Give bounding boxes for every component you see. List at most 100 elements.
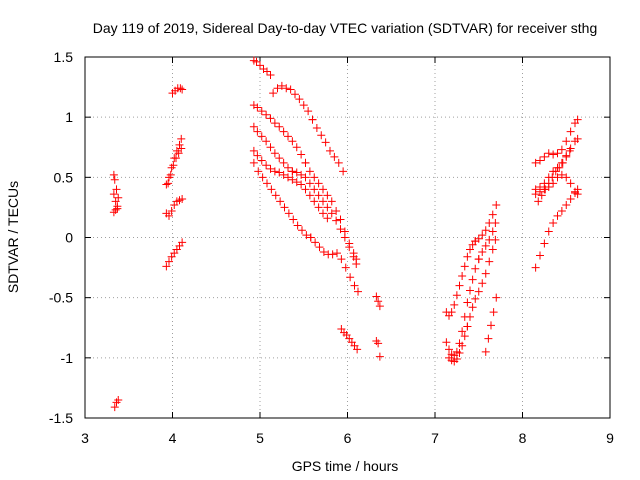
data-point — [284, 209, 293, 218]
data-point — [471, 264, 480, 273]
data-series — [162, 194, 187, 220]
data-point — [573, 185, 582, 194]
data-point — [557, 145, 566, 154]
data-point — [466, 245, 474, 254]
data-point — [549, 150, 558, 159]
data-series — [249, 56, 275, 80]
data-point — [254, 167, 263, 176]
data-point — [481, 269, 490, 278]
data-point — [536, 156, 544, 165]
data-point — [548, 173, 557, 182]
data-point — [455, 281, 464, 290]
y-tick-label: 1.5 — [54, 49, 74, 65]
data-point — [276, 197, 285, 206]
data-point — [341, 263, 350, 272]
data-point — [279, 158, 288, 167]
data-point — [458, 341, 467, 350]
data-point — [162, 262, 171, 271]
data-point — [310, 185, 319, 194]
data-point — [336, 225, 345, 234]
data-point — [531, 263, 540, 272]
data-point — [488, 245, 497, 254]
data-point — [174, 149, 183, 158]
data-point — [460, 262, 469, 271]
data-series — [110, 395, 123, 412]
data-point — [275, 122, 284, 131]
data-point — [536, 187, 544, 196]
data-point — [178, 238, 187, 247]
data-point — [474, 234, 483, 243]
data-point — [455, 349, 464, 358]
data-series — [109, 170, 123, 202]
data-point — [277, 81, 286, 90]
data-point — [319, 197, 327, 206]
data-point — [327, 209, 336, 218]
data-point — [531, 158, 540, 167]
data-point — [566, 194, 575, 203]
data-point — [275, 154, 284, 163]
data-series — [249, 146, 332, 223]
data-series — [168, 84, 187, 98]
data-point — [452, 355, 461, 364]
data-series — [308, 115, 348, 176]
x-tick-label: 9 — [606, 430, 614, 446]
data-point — [167, 207, 176, 216]
data-point — [263, 67, 271, 76]
data-point — [299, 101, 308, 110]
data-point — [110, 403, 119, 412]
data-point — [558, 158, 567, 167]
data-series — [531, 115, 582, 167]
data-point — [372, 292, 381, 301]
data-point — [573, 115, 582, 124]
data-point — [292, 143, 301, 152]
data-point — [165, 257, 173, 266]
data-point — [298, 226, 306, 235]
data-point — [447, 308, 456, 317]
data-point — [323, 214, 332, 223]
data-point — [253, 127, 262, 136]
data-series — [162, 238, 187, 271]
data-point — [491, 219, 500, 228]
data-point — [308, 115, 317, 124]
data-point — [478, 279, 487, 288]
data-point — [557, 170, 566, 179]
x-tick-label: 3 — [81, 430, 89, 446]
data-point — [289, 215, 298, 224]
data-point — [166, 170, 175, 179]
data-point — [270, 119, 279, 128]
data-point — [314, 191, 323, 200]
data-point — [312, 123, 321, 132]
data-point — [350, 281, 359, 290]
data-point — [566, 179, 575, 188]
data-point — [334, 158, 343, 167]
data-point — [450, 300, 459, 309]
data-point — [319, 209, 327, 218]
data-point — [551, 167, 560, 176]
data-point — [478, 231, 487, 240]
y-tick-label: 0.5 — [54, 169, 74, 185]
x-tick-label: 6 — [344, 430, 352, 446]
data-point — [336, 215, 345, 224]
data-point — [474, 287, 483, 296]
data-point — [270, 167, 279, 176]
data-point — [310, 173, 319, 182]
data-point — [169, 161, 178, 170]
data-point — [269, 89, 278, 98]
data-point — [291, 90, 299, 99]
data-point — [275, 168, 284, 177]
data-point — [531, 190, 540, 199]
data-point — [315, 243, 324, 252]
data-point — [345, 243, 354, 252]
data-point — [257, 156, 266, 165]
data-series — [372, 336, 384, 361]
data-point — [337, 255, 346, 264]
data-series — [269, 81, 317, 124]
data-point — [253, 103, 262, 112]
data-point — [266, 114, 275, 123]
data-point — [297, 170, 306, 179]
data-point — [534, 197, 543, 206]
data-point — [487, 321, 495, 330]
x-tick-label: 7 — [431, 430, 439, 446]
data-point — [478, 247, 487, 256]
data-point — [463, 322, 472, 331]
